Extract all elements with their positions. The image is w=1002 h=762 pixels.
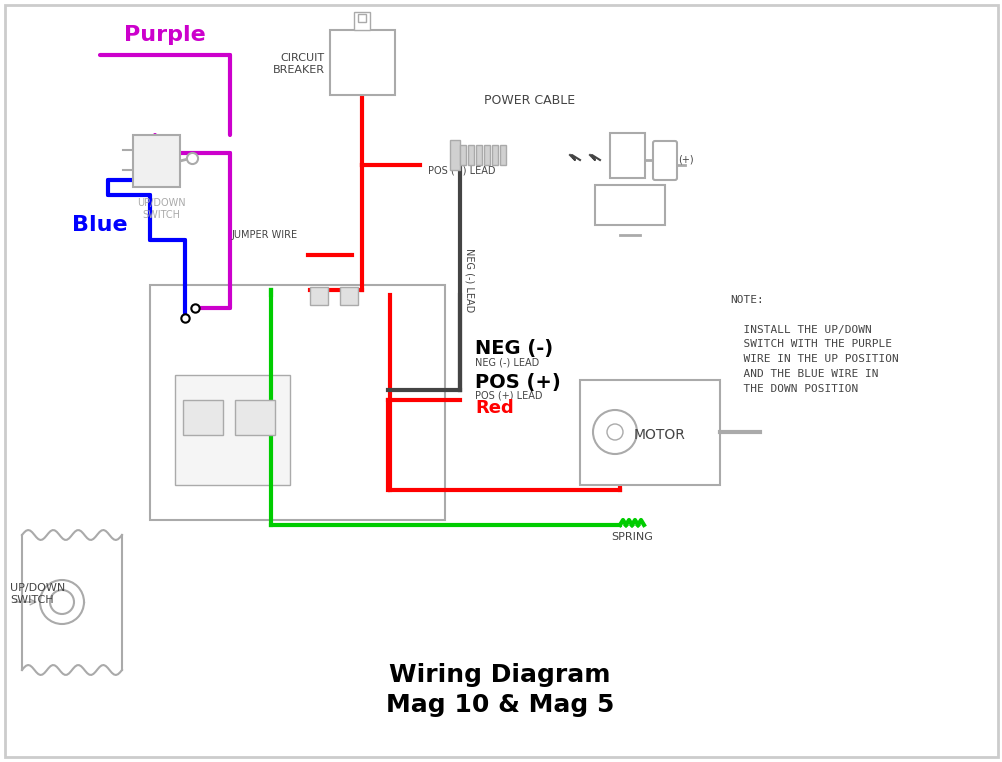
FancyBboxPatch shape (652, 141, 676, 180)
Text: Wiring Diagram: Wiring Diagram (389, 663, 610, 687)
Bar (234, 400, 275, 435)
Bar (579, 380, 719, 485)
Text: NEG (-): NEG (-) (475, 338, 552, 357)
Text: NOTE:

  INSTALL THE UP/DOWN
  SWITCH WITH THE PURPLE
  WIRE IN THE UP POSITION
: NOTE: INSTALL THE UP/DOWN SWITCH WITH TH… (729, 295, 898, 394)
Bar (358, 14, 366, 22)
Bar (500, 145, 505, 165)
Text: SPRING: SPRING (610, 532, 652, 542)
Text: POWER CABLE: POWER CABLE (484, 94, 575, 107)
Bar (476, 145, 482, 165)
Text: CIRCUIT
BREAKER: CIRCUIT BREAKER (273, 53, 325, 75)
Text: Red: Red (475, 399, 513, 417)
Bar (492, 145, 498, 165)
Bar (594, 185, 664, 225)
Bar (182, 400, 222, 435)
Circle shape (606, 424, 622, 440)
Bar (150, 285, 445, 520)
Text: MOTOR: MOTOR (633, 428, 685, 442)
Bar (340, 287, 358, 305)
Text: Mag 10 & Mag 5: Mag 10 & Mag 5 (386, 693, 613, 717)
Circle shape (592, 410, 636, 454)
Text: JUMPER WIRE: JUMPER WIRE (231, 230, 298, 240)
Text: Purple: Purple (124, 25, 205, 45)
Text: UP/DOWN
SWITCH: UP/DOWN SWITCH (136, 198, 185, 219)
Bar (330, 30, 395, 95)
Text: (+): (+) (677, 154, 693, 164)
Text: POS (+) LEAD: POS (+) LEAD (428, 165, 495, 175)
Text: Blue: Blue (72, 215, 127, 235)
Text: POS (+): POS (+) (475, 373, 560, 392)
Bar (354, 12, 370, 30)
Bar (133, 135, 179, 187)
Text: POS (+) LEAD: POS (+) LEAD (475, 390, 542, 400)
Text: NEG (-) LEAD: NEG (-) LEAD (475, 357, 539, 367)
Text: NEG (-) LEAD: NEG (-) LEAD (465, 248, 475, 312)
Bar (450, 140, 460, 170)
Circle shape (40, 580, 84, 624)
Bar (468, 145, 474, 165)
Bar (609, 133, 644, 178)
Bar (174, 375, 290, 485)
Circle shape (50, 590, 74, 614)
Bar (460, 145, 466, 165)
Bar (310, 287, 328, 305)
Bar (484, 145, 490, 165)
Text: UP/DOWN
SWITCH: UP/DOWN SWITCH (10, 583, 65, 605)
